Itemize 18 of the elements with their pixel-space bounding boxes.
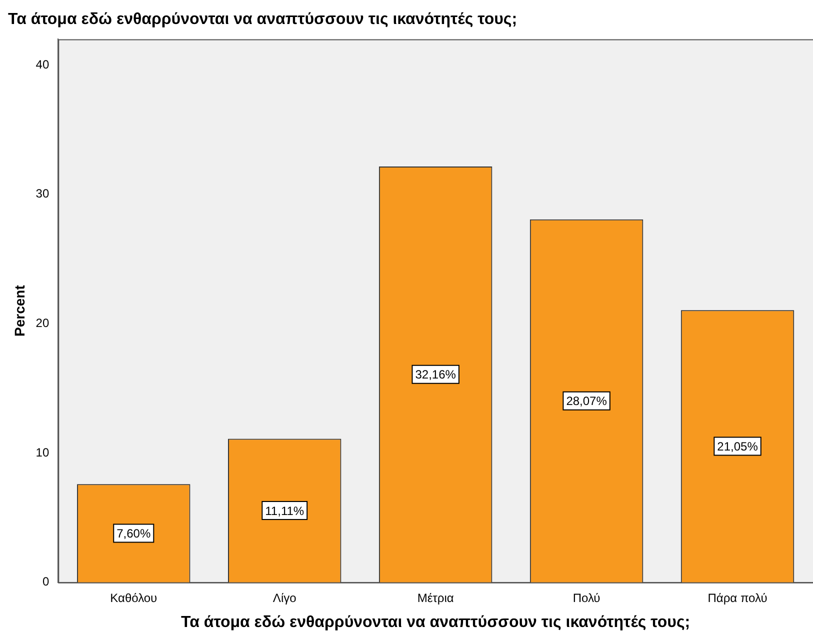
data-label: 11,11%: [265, 504, 304, 518]
x-tick-label: Καθόλου: [110, 590, 158, 605]
y-tick-label: 40: [36, 57, 50, 72]
data-label: 28,07%: [566, 394, 608, 408]
y-tick-label: 0: [42, 574, 50, 589]
data-label: 32,16%: [415, 368, 456, 382]
x-tick-label: Πολύ: [572, 590, 600, 605]
y-tick-label: 20: [36, 316, 50, 330]
data-label: 7,60%: [116, 526, 151, 541]
y-tick-label: 10: [36, 445, 50, 460]
data-label: 21,05%: [717, 440, 758, 454]
x-tick-label: Μέτρια: [417, 590, 454, 605]
x-axis-title: Τα άτομα εδώ ενθαρρύνονται να αναπτύσσουν τις ικανότητές τους;: [181, 614, 690, 631]
y-tick-label: 30: [36, 186, 50, 201]
x-tick-label: Πάρα πολύ: [708, 590, 768, 605]
chart-title: Τα άτομα εδώ ενθαρρύνονται να αναπτύσσουν τις ικανότητές τους;: [8, 11, 518, 28]
x-tick-label: Λίγο: [272, 590, 297, 605]
y-axis-title: Percent: [11, 284, 28, 336]
